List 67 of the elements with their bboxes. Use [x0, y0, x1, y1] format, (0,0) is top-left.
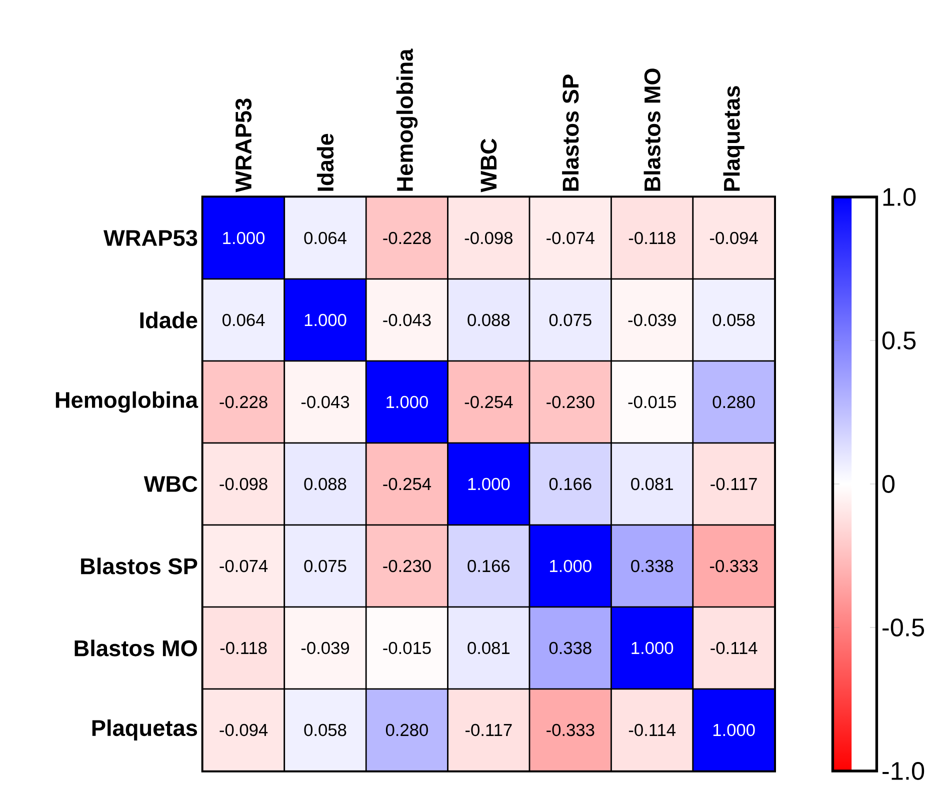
data-label: 1.000: [304, 314, 346, 326]
data-label: 0.280: [712, 396, 755, 408]
data-label: 1.000: [550, 560, 592, 572]
data-label: 1.000: [223, 232, 265, 244]
y-tick-label: Blastos MO: [74, 640, 197, 656]
data-label: -0.043: [383, 314, 431, 326]
color-bar-label: 0.5: [882, 332, 916, 350]
data-label: -0.043: [301, 396, 350, 408]
data-label: -0.015: [383, 642, 431, 654]
data-label: 0.088: [304, 478, 346, 490]
data-label: 0.081: [468, 642, 510, 654]
x-tick-label: WBC: [480, 138, 497, 192]
data-label: -0.114: [628, 724, 676, 736]
y-tick-label: Idade: [140, 312, 198, 328]
y-tick-label: WBC: [144, 476, 198, 492]
data-label: -0.230: [546, 396, 594, 408]
data-label: 1.000: [468, 478, 510, 490]
data-label: -0.094: [220, 724, 268, 736]
x-tick-label: Blastos MO: [644, 68, 660, 191]
data-label: -0.118: [220, 642, 267, 654]
data-label: 0.058: [712, 314, 755, 326]
data-label: -0.117: [466, 724, 512, 736]
data-label: 1.000: [386, 396, 428, 408]
color-bar-label: 1.0: [883, 188, 916, 206]
data-label: 0.075: [304, 560, 346, 572]
data-label: -0.118: [628, 232, 676, 244]
y-tick-label: WRAP53: [104, 230, 198, 246]
color-bar-label: -0.5: [882, 618, 924, 636]
data-label: 1.000: [632, 642, 674, 654]
data-label: 0.338: [631, 560, 674, 572]
data-label: -0.074: [220, 560, 268, 572]
x-tick-label: Blastos SP: [562, 74, 579, 191]
data-label: -0.074: [546, 232, 594, 244]
data-label: -0.039: [628, 314, 676, 326]
data-label: 0.058: [304, 724, 346, 736]
data-label: 0.064: [304, 232, 346, 244]
color-bar-label: -1.0: [882, 762, 924, 780]
data-label: -0.114: [710, 642, 758, 654]
x-tick-label: Idade: [316, 134, 334, 191]
data-label: -0.117: [710, 478, 757, 490]
y-tick-label: Blastos SP: [81, 558, 198, 574]
data-label: -0.015: [628, 396, 676, 408]
data-label: 0.081: [631, 478, 673, 490]
data-label: -0.228: [383, 232, 431, 244]
color-bar-label: 0: [882, 475, 895, 493]
data-label: 0.088: [468, 314, 510, 326]
data-label: -0.254: [464, 396, 513, 408]
data-label: 0.075: [549, 314, 592, 326]
data-label: -0.333: [546, 724, 594, 736]
data-label: 0.064: [222, 314, 265, 326]
data-label: -0.094: [710, 232, 758, 244]
x-tick-label: Plaquetas: [723, 86, 744, 191]
y-tick-label: Hemoglobina: [56, 391, 198, 413]
data-label: 0.166: [549, 478, 592, 490]
data-label: 0.280: [386, 724, 428, 736]
data-label: -0.230: [383, 560, 431, 572]
data-label: 0.338: [549, 642, 592, 654]
data-label: -0.098: [220, 478, 268, 490]
y-tick-label: Plaquetas: [92, 719, 198, 741]
x-tick-label: Hemoglobina: [396, 48, 418, 191]
data-label: -0.098: [464, 232, 512, 244]
data-label: -0.254: [383, 478, 432, 490]
data-label: -0.333: [710, 560, 758, 572]
data-label: 1.000: [713, 724, 755, 736]
data-label: -0.228: [220, 396, 268, 408]
data-label: 0.166: [468, 560, 510, 572]
data-label: -0.039: [301, 642, 349, 654]
